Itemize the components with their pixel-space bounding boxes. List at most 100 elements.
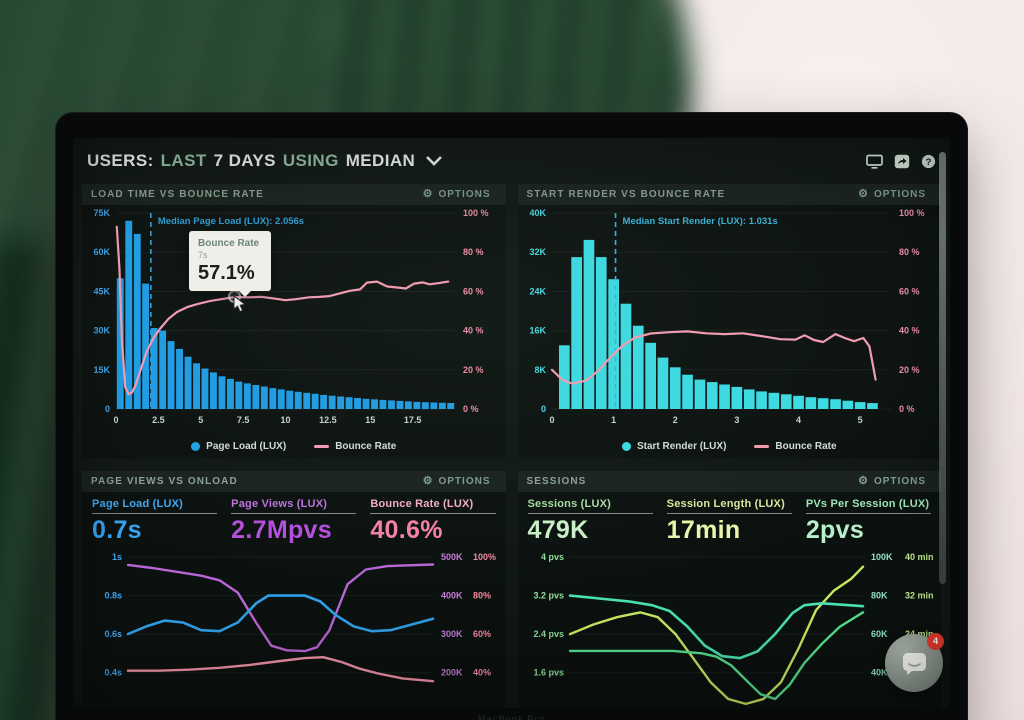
svg-text:60 %: 60 %	[899, 286, 920, 296]
svg-text:40 %: 40 %	[899, 326, 920, 336]
chart-legend: Start Render (LUX) Bounce Rate	[518, 433, 942, 459]
display-icon[interactable]	[866, 154, 883, 169]
date-range-dropdown[interactable]: USERS: LAST 7 DAYS USING MEDIAN	[87, 151, 443, 171]
gear-icon: ⚙	[858, 188, 869, 200]
svg-text:24K: 24K	[529, 286, 546, 296]
svg-text:40K: 40K	[529, 208, 546, 218]
svg-text:100%: 100%	[473, 552, 496, 562]
svg-text:17.5: 17.5	[404, 415, 422, 425]
svg-text:100K: 100K	[871, 552, 893, 562]
title-users: USERS:	[87, 151, 154, 170]
svg-text:200K: 200K	[441, 668, 463, 678]
panel-sessions: SESSIONS ⚙ OPTIONS Sessions (LUX) 479K S…	[517, 471, 942, 708]
svg-text:80K: 80K	[871, 591, 888, 601]
tooltip-subtitle: 7s	[198, 250, 208, 260]
svg-text:0 %: 0 %	[899, 404, 915, 414]
title-last: LAST	[160, 151, 207, 170]
svg-text:1.6 pvs: 1.6 pvs	[533, 668, 564, 678]
sessions-chart: 4 pvs 3.2 pvs 2.4 pvs 1.6 pvs 100K 80K 60K 40K 4…	[533, 552, 934, 706]
legend-label: Bounce Rate	[775, 440, 837, 452]
svg-text:5: 5	[198, 415, 203, 425]
svg-text:5: 5	[857, 415, 862, 425]
svg-text:0 %: 0 %	[463, 404, 479, 414]
legend-line-icon	[314, 444, 330, 448]
dashboard-header: USERS: LAST 7 DAYS USING MEDIAN	[73, 138, 950, 184]
svg-text:2: 2	[672, 415, 677, 425]
svg-text:60 %: 60 %	[463, 286, 484, 296]
svg-text:20 %: 20 %	[463, 365, 484, 375]
metric-session-length: Session Length (LUX) 17min	[665, 498, 794, 548]
metric-pvs-per-session: PVs Per Session (LUX) 2pvs	[804, 498, 933, 548]
laptop: USERS: LAST 7 DAYS USING MEDIAN	[55, 112, 968, 720]
tooltip-title: Bounce Rate	[198, 238, 260, 249]
metric-value: 479K	[527, 516, 589, 544]
metric-label: PVs Per Session (LUX)	[805, 498, 932, 514]
chat-bubble-icon	[902, 652, 926, 675]
panel-page-views-vs-onload: PAGE VIEWS VS ONLOAD ⚙ OPTIONS Page Load…	[82, 471, 506, 708]
svg-text:80%: 80%	[473, 591, 491, 601]
svg-text:0: 0	[540, 404, 545, 414]
options-button[interactable]: ⚙ OPTIONS	[852, 188, 932, 201]
metric-page-views: Page Views (LUX) 2.7Mpvs	[229, 498, 358, 548]
svg-text:40 %: 40 %	[463, 326, 484, 336]
panel-start-render-vs-bounce-rate: START RENDER VS BOUNCE RATE ⚙ OPTIONS Me…	[517, 184, 942, 459]
options-button[interactable]: ⚙ OPTIONS	[852, 475, 932, 488]
metric-row: Sessions (LUX) 479K Session Length (LUX)…	[518, 492, 942, 548]
svg-text:3: 3	[734, 415, 739, 425]
svg-text:Median Start Render (LUX): 1.0: Median Start Render (LUX): 1.031s	[622, 216, 777, 227]
legend-bounce-rate[interactable]: Bounce Rate	[314, 441, 396, 452]
svg-text:3.2 pvs: 3.2 pvs	[533, 591, 564, 601]
scrollbar[interactable]	[939, 152, 946, 584]
legend-dot-icon	[191, 441, 201, 451]
legend-label: Page Load (LUX)	[206, 440, 287, 452]
svg-text:40 min: 40 min	[905, 552, 934, 562]
svg-text:60K: 60K	[871, 629, 888, 639]
svg-text:4 pvs: 4 pvs	[540, 552, 563, 562]
svg-text:?: ?	[926, 156, 932, 167]
title-7days: 7 DAYS	[213, 151, 276, 170]
svg-text:0: 0	[105, 404, 110, 414]
svg-text:0.8s: 0.8s	[104, 591, 122, 601]
chart-legend: Page Load (LUX) Bounce Rate	[82, 433, 506, 459]
panel-header: START RENDER VS BOUNCE RATE ⚙ OPTIONS	[517, 184, 941, 205]
help-icon[interactable]: ?	[921, 154, 936, 169]
svg-text:0: 0	[113, 415, 118, 425]
svg-text:30K: 30K	[93, 326, 110, 336]
svg-text:Median Page Load (LUX): 2.056s: Median Page Load (LUX): 2.056s	[158, 216, 304, 227]
metric-label: Bounce Rate (LUX)	[370, 498, 496, 514]
svg-text:10: 10	[280, 415, 290, 425]
panel-title: PAGE VIEWS VS ONLOAD	[91, 476, 238, 487]
chart-tooltip: Bounce Rate 7s 57.1%	[189, 231, 271, 297]
legend-dot-icon	[621, 441, 631, 451]
svg-text:4: 4	[796, 415, 801, 425]
title-median: MEDIAN	[345, 151, 416, 170]
svg-text:32 min: 32 min	[905, 591, 934, 601]
metric-value: 0.7s	[92, 516, 142, 544]
svg-text:15K: 15K	[93, 365, 110, 375]
gear-icon: ⚙	[858, 475, 869, 487]
legend-label: Bounce Rate	[335, 440, 397, 452]
svg-text:400K: 400K	[441, 591, 463, 601]
panels-grid: LOAD TIME VS BOUNCE RATE ⚙ OPTIONS Media…	[73, 184, 950, 708]
panel-header: SESSIONS ⚙ OPTIONS	[517, 471, 941, 492]
svg-text:100 %: 100 %	[463, 208, 489, 218]
chat-widget-button[interactable]: 4	[885, 633, 944, 692]
metric-value: 2.7Mpvs	[231, 516, 332, 544]
svg-text:40K: 40K	[871, 668, 888, 678]
chevron-down-icon	[426, 156, 443, 166]
header-actions: ?	[866, 154, 936, 169]
svg-text:8K: 8K	[534, 365, 546, 375]
share-icon[interactable]	[894, 154, 910, 169]
svg-text:60K: 60K	[93, 247, 110, 257]
options-button[interactable]: ⚙ OPTIONS	[417, 188, 497, 201]
legend-page-load[interactable]: Page Load (LUX)	[191, 441, 286, 452]
options-button[interactable]: ⚙ OPTIONS	[417, 475, 497, 488]
legend-start-render[interactable]: Start Render (LUX)	[621, 440, 727, 452]
svg-text:80 %: 80 %	[463, 247, 484, 257]
tooltip-value: 57.1%	[198, 262, 255, 284]
gear-icon: ⚙	[422, 188, 434, 200]
legend-label: Start Render (LUX)	[636, 440, 727, 452]
svg-text:12.5: 12.5	[319, 415, 337, 425]
legend-bounce-rate[interactable]: Bounce Rate	[754, 440, 837, 452]
